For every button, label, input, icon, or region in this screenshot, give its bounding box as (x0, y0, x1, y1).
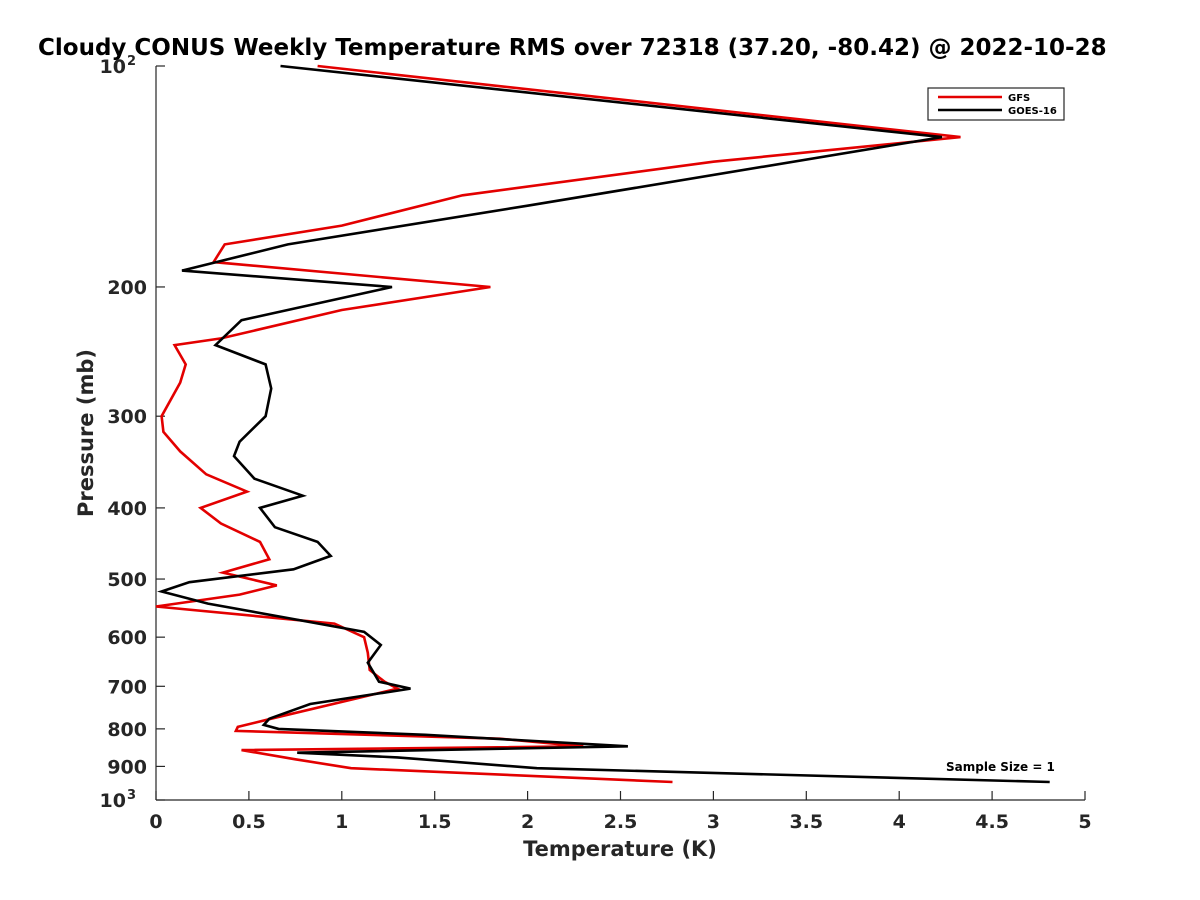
x-tick-label: 4 (893, 811, 906, 833)
y-tick-label: 200 (107, 277, 147, 299)
y-tick-label: 900 (107, 756, 147, 778)
y-tick-label: 10 (100, 790, 126, 812)
x-tick-label: 2.5 (604, 811, 638, 833)
series-group (155, 64, 1050, 784)
x-tick-label: 3.5 (789, 811, 823, 833)
series-line-gfs (155, 64, 961, 784)
x-tick-label: 5 (1078, 811, 1091, 833)
y-tick-label: 10 (100, 56, 126, 78)
legend-box (927, 87, 1065, 121)
y-tick-exponent: 3 (127, 788, 136, 803)
y-tick-label: 800 (107, 719, 147, 741)
y-tick-label: 700 (107, 676, 147, 698)
x-tick-label: 0 (149, 811, 162, 833)
y-tick-exponent: 2 (127, 54, 136, 69)
chart-title: Cloudy CONUS Weekly Temperature RMS over… (38, 35, 1107, 61)
legend-label-gfs: GFS (1008, 93, 1030, 104)
x-ticks: 0 0.5 1 1.5 2 2.5 3 3.5 4 4.5 5 (149, 791, 1092, 833)
x-tick-label: 1.5 (418, 811, 452, 833)
y-tick-label: 600 (107, 627, 147, 649)
x-axis-label: Temperature (K) (523, 837, 717, 861)
x-tick-label: 4.5 (975, 811, 1009, 833)
legend: GFS GOES-16 (927, 87, 1065, 121)
x-tick-label: 3 (707, 811, 720, 833)
y-tick-label: 500 (107, 569, 147, 591)
y-axis-label: Pressure (mb) (74, 349, 98, 517)
axes (155, 66, 1085, 801)
x-tick-label: 1 (335, 811, 348, 833)
legend-label-goes16: GOES-16 (1008, 106, 1057, 117)
x-tick-label: 2 (521, 811, 534, 833)
x-tick-label: 0.5 (232, 811, 266, 833)
y-tick-label: 400 (107, 498, 147, 520)
sample-size-annotation: Sample Size = 1 (946, 760, 1055, 774)
series-line-goes16 (157, 64, 1050, 784)
y-tick-label: 300 (107, 406, 147, 428)
